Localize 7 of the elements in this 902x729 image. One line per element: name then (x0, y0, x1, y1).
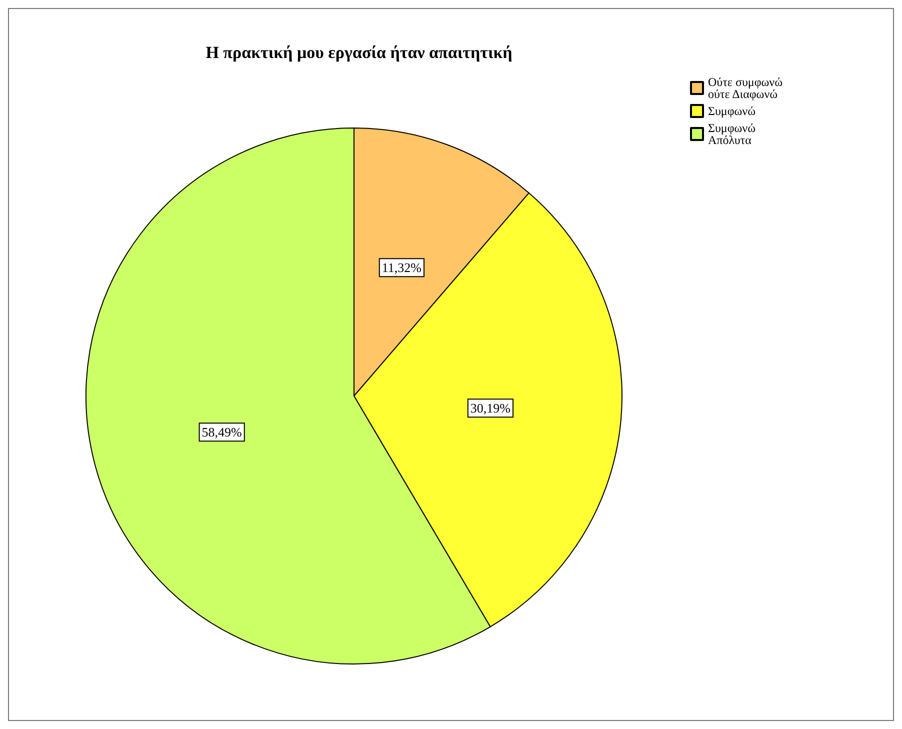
data-label: 30,19% (470, 400, 511, 416)
data-label: 11,32% (382, 260, 422, 276)
chart-title: Η πρακτική μου εργασία ήταν απαιτητική (206, 43, 512, 62)
legend-label: Ούτε συμφωνώ ούτε Διαφωνώ (708, 75, 786, 101)
slice-label: Συμφωνώ (708, 121, 759, 135)
data-label: 58,49% (202, 424, 242, 440)
legend-label: Συμφωνώ (708, 104, 756, 118)
